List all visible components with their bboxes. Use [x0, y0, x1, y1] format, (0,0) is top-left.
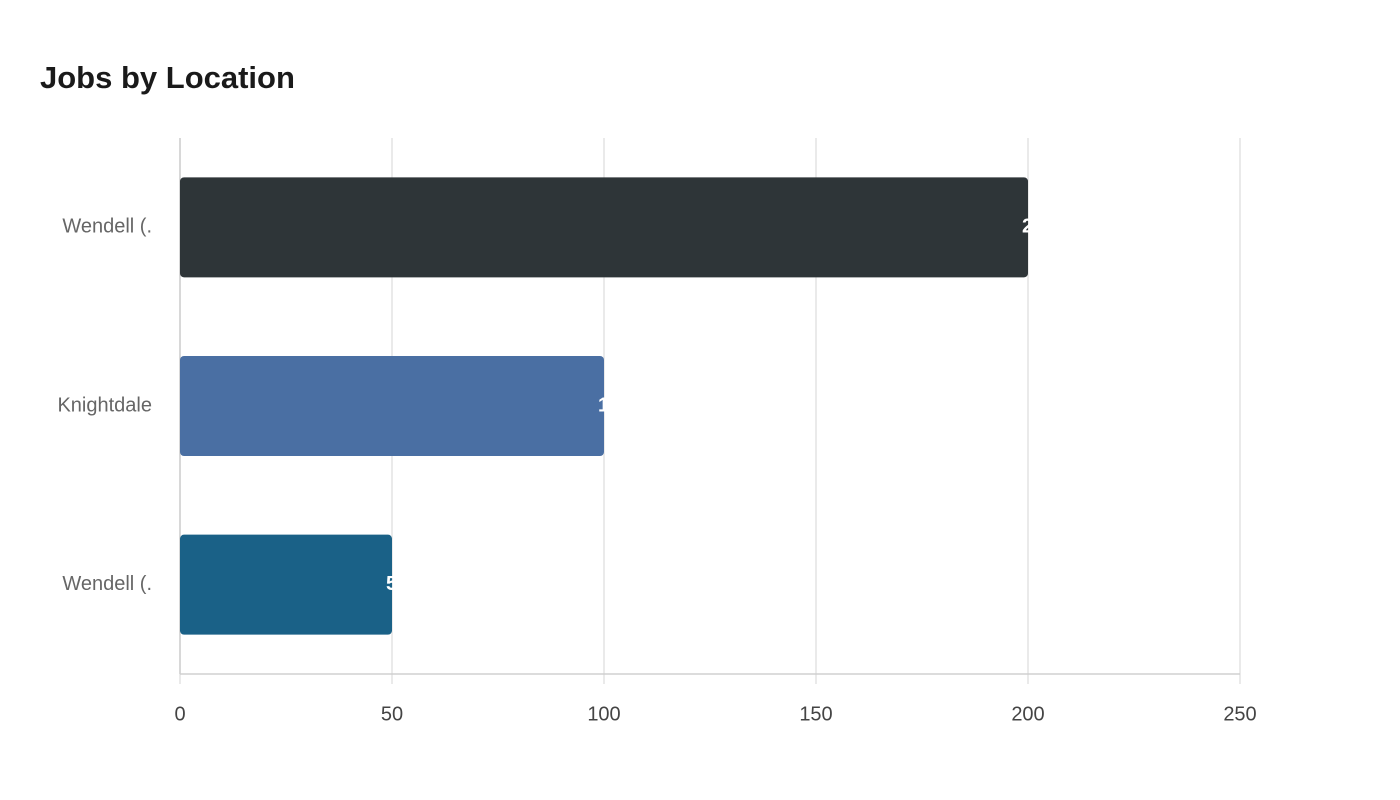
x-tick-label: 100 [587, 703, 620, 725]
y-tick-label: Wendell (. [62, 573, 152, 595]
bar [180, 356, 604, 456]
y-tick-label: Knightdale [57, 394, 152, 416]
x-tick-label: 50 [381, 703, 403, 725]
x-tick-label: 200 [1011, 703, 1044, 725]
y-tick-label: Wendell (. [62, 216, 152, 238]
x-tick-label: 0 [174, 703, 185, 725]
value-label: 100 [598, 394, 631, 416]
x-tick-label: 250 [1223, 703, 1256, 725]
bar [180, 177, 1028, 278]
bar [180, 534, 392, 635]
value-label: 200 [1022, 216, 1055, 238]
chart-title: Jobs by Location [40, 60, 295, 95]
value-label: 50 [386, 573, 408, 595]
x-tick-label: 150 [799, 703, 832, 725]
